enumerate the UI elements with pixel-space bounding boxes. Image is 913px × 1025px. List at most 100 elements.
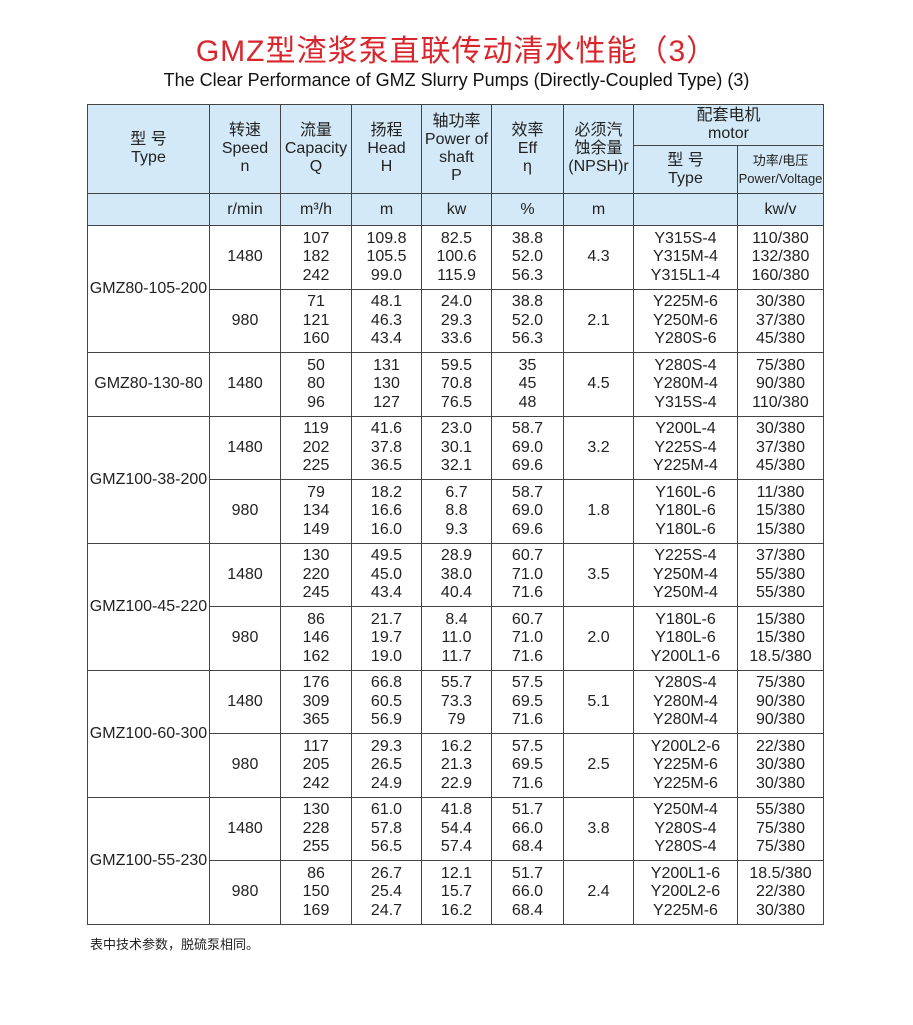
efficiency-value: 52.0 (511, 248, 544, 265)
speed: 1480 (209, 796, 281, 861)
speed: 980 (209, 606, 281, 671)
capacity-value: 149 (302, 520, 330, 538)
header-npsh: 必须汽 蚀余量 (NPSH)r (563, 104, 634, 194)
shaft-power-value: 21.3 (440, 756, 473, 773)
head: 41.6 37.8 36.5 (351, 415, 422, 480)
efficiency-value: 57.5 (511, 674, 544, 691)
motor-power-voltage: 110/380 132/380 160/380 (737, 225, 824, 290)
unit-capacity: m³/h (280, 193, 352, 226)
head: 26.7 25.4 24.7 (351, 860, 422, 925)
header-text-line: 型 号 (130, 131, 167, 148)
page-subtitle: The Clear Performance of GMZ Slurry Pump… (163, 70, 750, 90)
capacity: 71 121 160 (280, 288, 352, 353)
header-text-line: (NPSH)r (568, 158, 629, 175)
motor-power-voltage-value: 15/380 (756, 610, 805, 628)
motor-power-voltage-value: 18.5/380 (749, 864, 812, 882)
head-value: 66.8 (370, 674, 403, 691)
motor-type-value: Y280S-4 (654, 356, 717, 374)
header-text-line: 必须汽 (574, 122, 623, 139)
head-value: 37.8 (370, 438, 403, 456)
motor-type-value: Y160L-6 (655, 483, 716, 501)
head: 29.3 26.5 24.9 (351, 733, 422, 798)
motor-power-voltage-value: 55/380 (756, 801, 805, 818)
head-value: 105.5 (366, 248, 407, 265)
capacity-value: 245 (302, 584, 330, 601)
motor-power-voltage-value: 11/380 (756, 483, 805, 501)
motor-type-value: Y280M-4 (653, 692, 718, 710)
header-text-line: 型 号 (667, 151, 704, 169)
motor-type-value: Y200L1-6 (650, 864, 721, 882)
capacity-value: 117 (303, 737, 329, 755)
motor-power-voltage: 55/380 75/380 75/380 (737, 796, 824, 861)
shaft-power-value: 70.8 (440, 375, 473, 392)
shaft-power-value: 73.3 (440, 692, 473, 710)
motor-type-value: Y200L2-6 (650, 883, 721, 900)
shaft-power-value: 8.4 (445, 610, 468, 628)
shaft-power-value: 82.5 (440, 229, 473, 247)
motor-type-value: Y180L-6 (655, 502, 716, 519)
capacity: 79 134 149 (280, 479, 352, 544)
header-text-line: Eff (517, 140, 538, 157)
capacity: 119 202 225 (280, 415, 352, 480)
capacity-value: 309 (302, 692, 330, 710)
motor-type-value: Y250M-4 (653, 584, 718, 601)
capacity-value: 365 (302, 711, 330, 728)
header-text-line: 蚀余量 (574, 140, 623, 157)
motor-power-voltage-value: 15/380 (756, 520, 805, 538)
shaft-power-value: 41.8 (440, 801, 473, 818)
pump-type: GMZ80-130-80 (87, 352, 210, 417)
efficiency: 60.7 71.0 71.6 (491, 542, 564, 607)
head-value: 26.7 (370, 864, 403, 882)
motor-type-value: Y280M-4 (653, 711, 718, 728)
npsh: 3.8 (563, 796, 634, 861)
page-title: GMZ型渣浆泵直联传动清水性能（3） (195, 35, 718, 68)
shaft-power: 24.0 29.3 33.6 (421, 288, 492, 353)
head: 48.1 46.3 43.4 (351, 288, 422, 353)
head-value: 49.5 (370, 547, 403, 564)
shaft-power-value: 38.0 (440, 565, 473, 583)
header-text-line: Type (131, 149, 166, 166)
motor-power-voltage: 22/380 30/380 30/380 (737, 733, 824, 798)
npsh: 4.5 (563, 352, 634, 417)
unit-eff: % (491, 193, 564, 226)
head-value: 18.2 (370, 483, 403, 501)
shaft-power: 8.4 11.0 11.7 (421, 606, 492, 671)
head-value: 29.3 (370, 737, 403, 755)
efficiency-value: 69.0 (511, 502, 544, 519)
motor-type-value: Y250M-6 (653, 311, 718, 329)
capacity-value: 169 (302, 901, 330, 919)
shaft-power-value: 12.1 (440, 864, 473, 882)
head-value: 21.7 (370, 610, 403, 628)
speed: 1480 (209, 415, 281, 480)
head-value: 41.6 (370, 420, 403, 437)
unit-motor-type (633, 193, 738, 226)
speed: 980 (209, 288, 281, 353)
motor-power-voltage-value: 30/380 (756, 901, 805, 919)
motor-type-value: Y225M-6 (653, 293, 718, 310)
footnote: 表中技术参数，脱硫泵相同。 (90, 937, 260, 952)
table-row: GMZ100-45-220 1480 130 220 245 49.5 45.0 43.4 28… (87, 542, 824, 671)
efficiency-value: 68.4 (511, 838, 544, 855)
npsh: 2.0 (563, 606, 634, 671)
speed: 1480 (209, 225, 281, 290)
efficiency-value: 56.3 (511, 330, 544, 347)
pump-type: GMZ100-60-300 (87, 669, 210, 798)
header-text-line: Head (367, 140, 406, 157)
table-row: 980 71 121 160 48.1 46.3 43.4 24.0 29.3 33.6 38.8 5… (88, 288, 824, 353)
header-text-line: Q (309, 158, 323, 175)
header-text-line: n (240, 158, 250, 175)
speed: 980 (209, 733, 281, 798)
motor-power-voltage-value: 18.5/380 (749, 647, 812, 665)
shaft-power: 16.2 21.3 22.9 (421, 733, 492, 798)
capacity: 176 309 365 (280, 669, 352, 734)
efficiency: 38.8 52.0 56.3 (491, 225, 564, 290)
table-row: 980 117 205 242 29.3 26.5 24.9 16.2 21.3 22.9 57.5… (88, 733, 824, 798)
unit-head: m (351, 193, 422, 226)
header-text-line: Type (668, 169, 703, 187)
motor-type-value: Y225S-4 (654, 547, 717, 564)
unit-speed: r/min (209, 193, 281, 226)
table-row: 980 86 146 162 21.7 19.7 19.0 8.4 11.0 11.7 60.7 71… (88, 606, 824, 671)
shaft-power-value: 22.9 (440, 774, 473, 792)
motor-power-voltage-value: 15/380 (756, 629, 805, 646)
motor-power-voltage-value: 22/380 (756, 737, 805, 755)
